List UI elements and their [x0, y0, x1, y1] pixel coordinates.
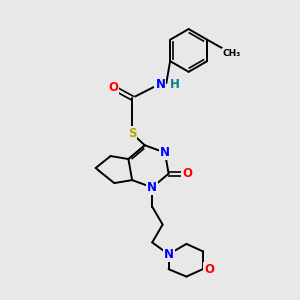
Text: O: O [204, 263, 214, 276]
Text: S: S [128, 127, 136, 140]
Text: H: H [170, 78, 180, 91]
Text: N: N [160, 146, 170, 159]
Text: CH₃: CH₃ [223, 49, 241, 58]
Text: N: N [164, 248, 174, 261]
Text: N: N [155, 78, 165, 91]
Text: N: N [147, 181, 157, 194]
Text: O: O [182, 167, 192, 180]
Text: O: O [108, 81, 118, 94]
